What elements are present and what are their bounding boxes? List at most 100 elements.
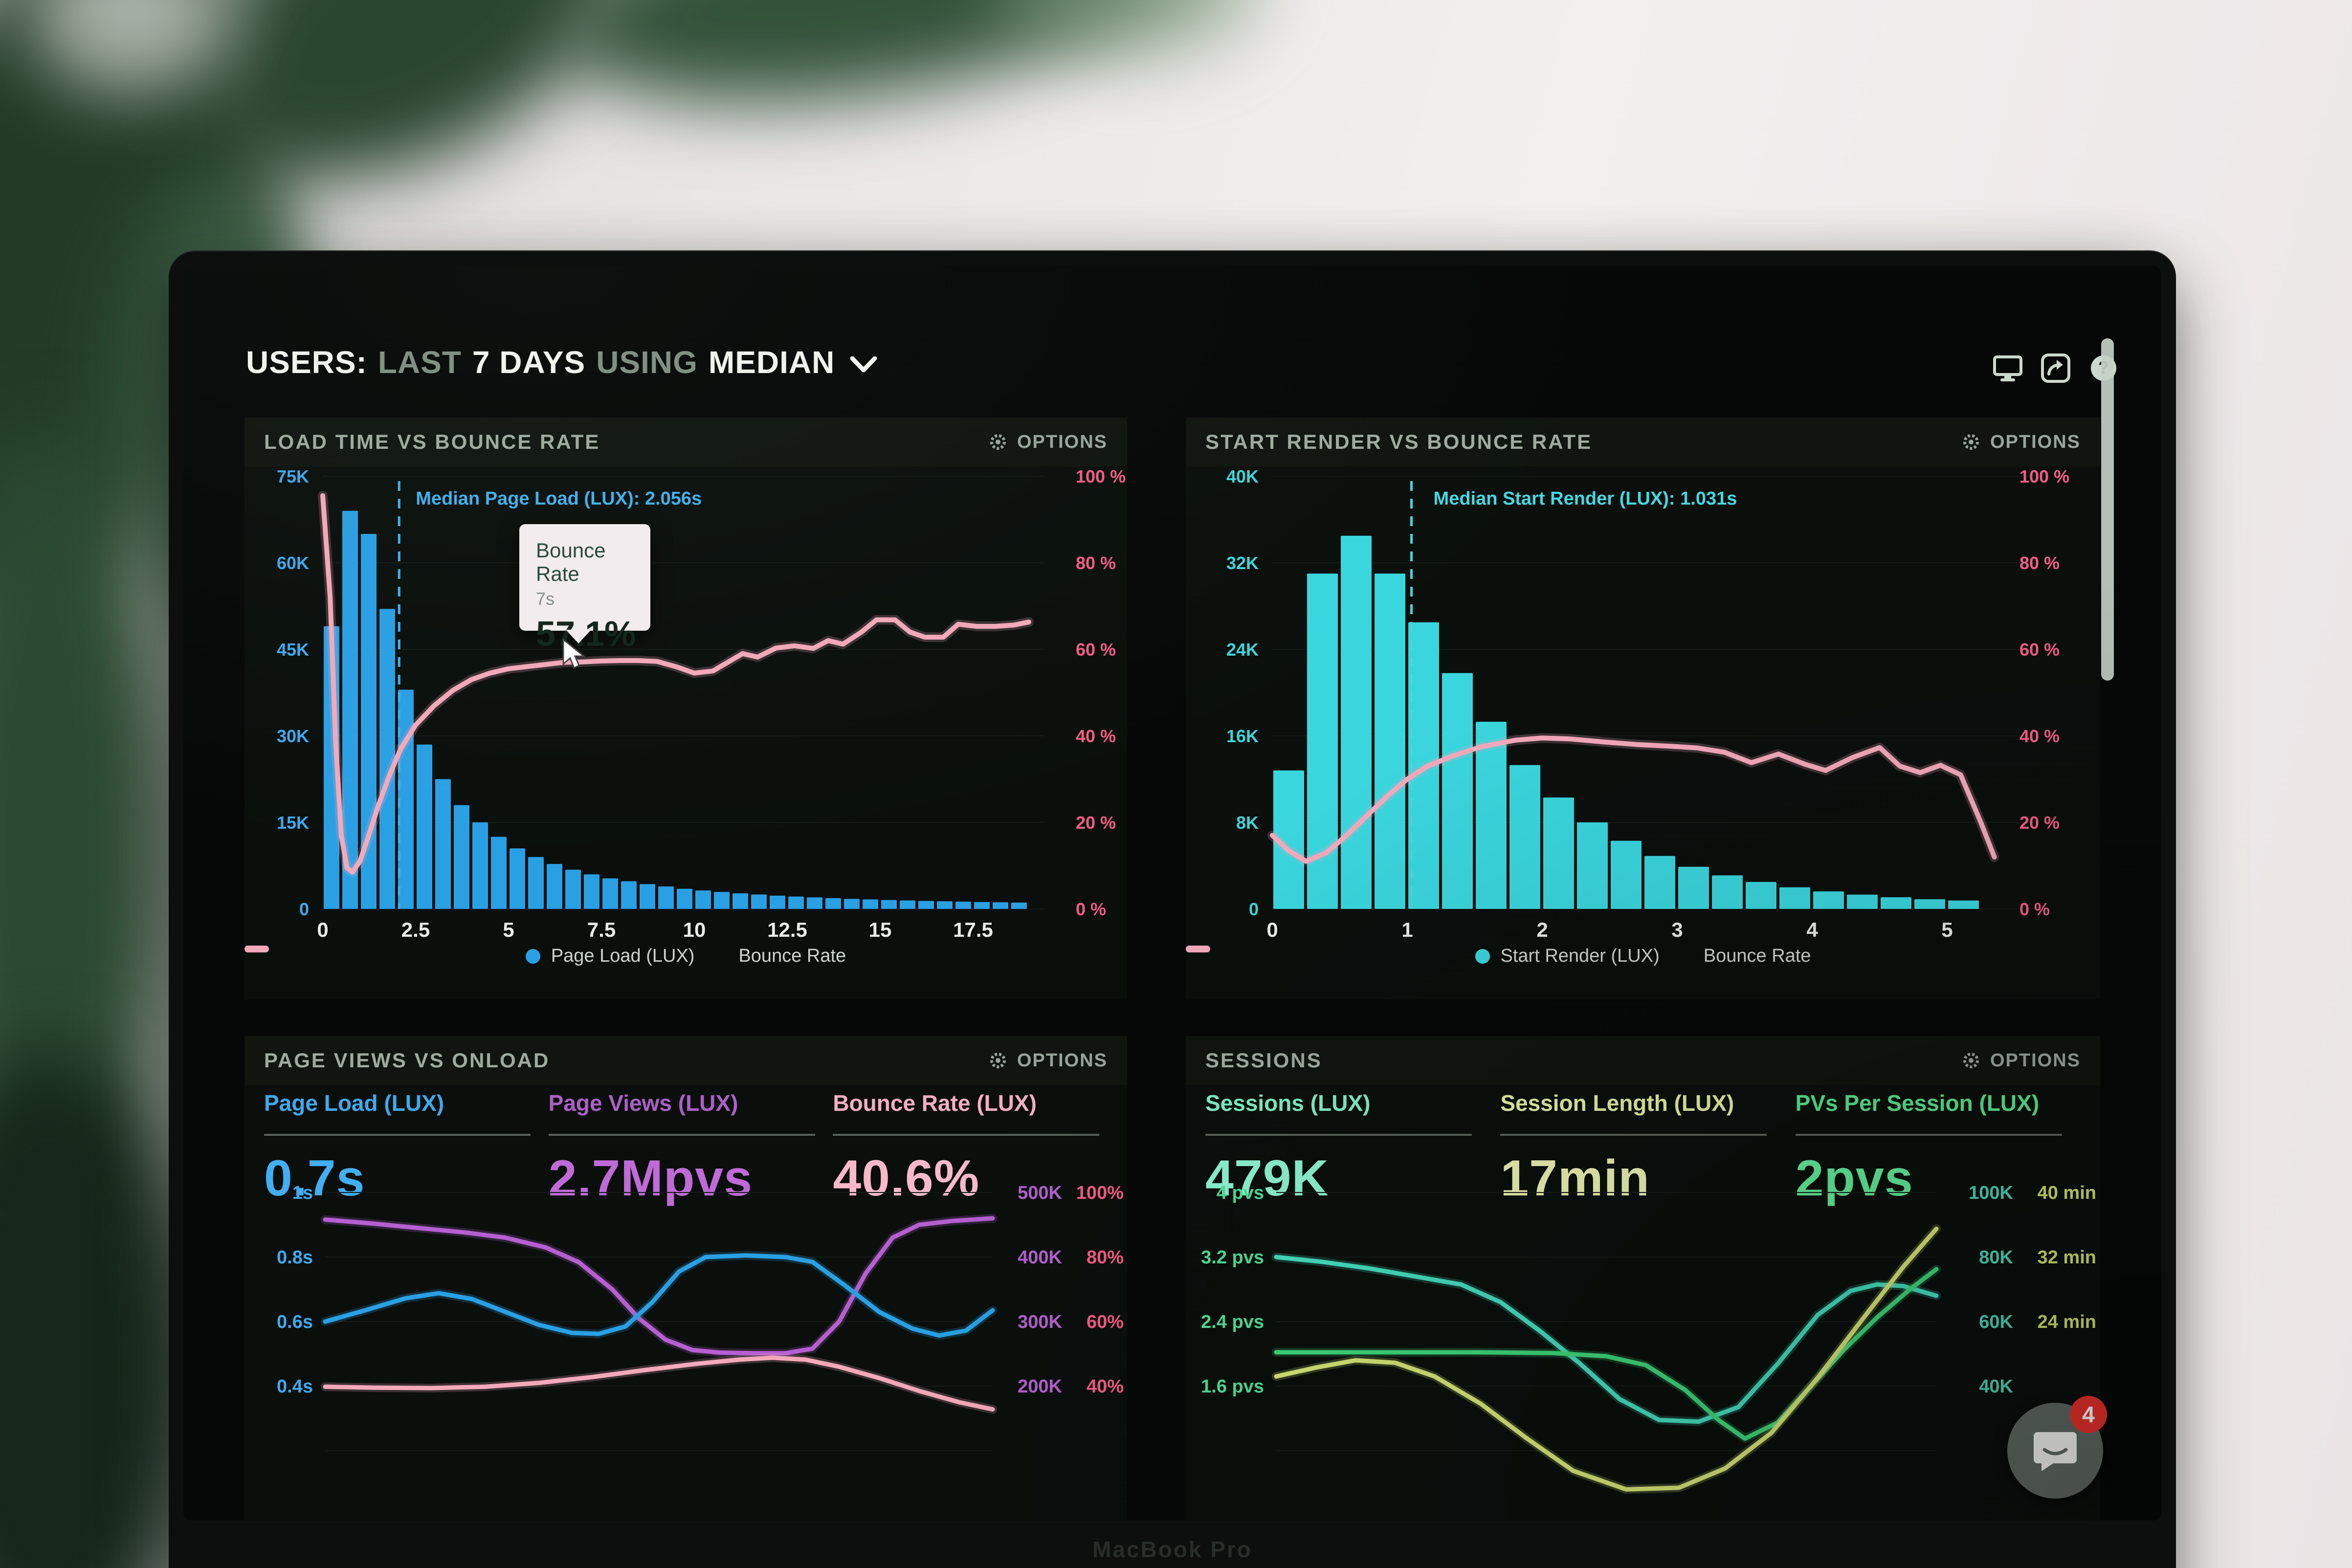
- histogram-bar[interactable]: [974, 902, 990, 909]
- histogram-bar[interactable]: [1476, 722, 1507, 909]
- legend-dash-swatch: [1186, 946, 1210, 952]
- right-axis-tick: 100 %: [1076, 466, 1126, 486]
- histogram-bar[interactable]: [1543, 797, 1574, 909]
- histogram-bar[interactable]: [751, 894, 767, 909]
- histogram-bar[interactable]: [528, 857, 544, 909]
- histogram-bar[interactable]: [1712, 875, 1743, 909]
- metric-underline: [1205, 1134, 1472, 1136]
- histogram-bar[interactable]: [807, 897, 822, 909]
- histogram-bar[interactable]: [584, 874, 599, 909]
- chevron-down-icon: [850, 344, 877, 380]
- chart-page-views-plot[interactable]: 1s 500K 100% 0.8s 400K 80% 0.6s 300K 60% 0.4s 200K…: [244, 1183, 1127, 1520]
- histogram-bar[interactable]: [955, 902, 971, 909]
- histogram-bar[interactable]: [472, 822, 488, 909]
- histogram-bar[interactable]: [1577, 822, 1608, 909]
- legend-dash-swatch: [244, 946, 269, 952]
- histogram-bar[interactable]: [1307, 574, 1338, 909]
- histogram-bar[interactable]: [398, 689, 414, 909]
- histogram-bar[interactable]: [881, 900, 897, 909]
- histogram-bar[interactable]: [788, 896, 804, 909]
- x-axis-tick: 5: [503, 918, 514, 941]
- histogram-bar[interactable]: [565, 869, 581, 909]
- histogram-bar[interactable]: [621, 881, 637, 909]
- chart-load-time-plot[interactable]: 75K 100 % 60K 80 % 45K 60 % 30K 40 % 15K 20 % 0 0 %…: [244, 466, 1127, 950]
- histogram-bar[interactable]: [342, 510, 358, 909]
- histogram-bar[interactable]: [844, 899, 860, 909]
- histogram-bar[interactable]: [1442, 673, 1473, 909]
- histogram-bar[interactable]: [918, 901, 934, 909]
- series-line[interactable]: [323, 1216, 995, 1356]
- histogram-bar[interactable]: [491, 837, 507, 909]
- options-button[interactable]: OPTIONS: [988, 432, 1108, 453]
- histogram-bar[interactable]: [1341, 535, 1372, 909]
- metric-session-length: Session Length (LUX) 17min: [1500, 1090, 1795, 1208]
- histogram-bar[interactable]: [361, 534, 377, 909]
- histogram-bar[interactable]: [770, 895, 785, 909]
- metric-value: 479K: [1205, 1150, 1329, 1207]
- share-icon[interactable]: [2041, 353, 2071, 383]
- histogram-bar[interactable]: [1847, 894, 1878, 909]
- histogram-bar[interactable]: [1273, 770, 1304, 909]
- histogram-bar[interactable]: [602, 878, 618, 909]
- right-axis-tick-b: 40%: [1087, 1376, 1124, 1397]
- left-axis-tick: 0: [1249, 899, 1259, 919]
- right-axis-tick-a: 500K: [1018, 1183, 1062, 1203]
- histogram-bar[interactable]: [1948, 900, 1979, 909]
- histogram-bar[interactable]: [417, 744, 432, 909]
- display-icon[interactable]: [1993, 353, 2023, 383]
- histogram-bar[interactable]: [1779, 887, 1810, 909]
- legend-dot-swatch: [525, 949, 540, 964]
- page-title[interactable]: USERS: LAST 7 DAYS USING MEDIAN: [246, 344, 877, 380]
- histogram-bar[interactable]: [1678, 866, 1709, 909]
- histogram-bar[interactable]: [993, 902, 1008, 909]
- x-axis-tick: 2: [1536, 918, 1548, 941]
- histogram-bar[interactable]: [863, 899, 878, 909]
- histogram-bar[interactable]: [1914, 899, 1945, 909]
- series-line[interactable]: [1274, 1255, 1939, 1424]
- chart-start-render-plot[interactable]: 40K 100 % 32K 80 % 24K 60 % 16K 40 % 8K 20 % 0 0 % 0…: [1186, 466, 2100, 950]
- options-button[interactable]: OPTIONS: [988, 1050, 1108, 1071]
- right-axis-tick: 60 %: [1076, 640, 1116, 660]
- histogram-bar[interactable]: [1881, 897, 1911, 909]
- scrollbar-thumb[interactable]: [2101, 338, 2114, 681]
- histogram-bar[interactable]: [1408, 622, 1439, 909]
- histogram-bar[interactable]: [1509, 765, 1540, 909]
- series-line[interactable]: [323, 1253, 995, 1338]
- gear-icon: [1963, 434, 1979, 450]
- histogram-bar[interactable]: [1011, 903, 1027, 909]
- histogram-bar[interactable]: [658, 886, 674, 909]
- histogram-bar[interactable]: [379, 609, 395, 909]
- right-axis-tick-a: 40K: [1979, 1376, 2013, 1397]
- bounce-rate-line[interactable]: [320, 493, 1031, 875]
- options-button[interactable]: OPTIONS: [1961, 432, 2081, 453]
- histogram-bar[interactable]: [454, 805, 469, 909]
- histogram-bar[interactable]: [825, 898, 841, 909]
- right-axis-tick: 20 %: [2019, 813, 2060, 833]
- histogram-bar[interactable]: [1611, 840, 1642, 909]
- series-line[interactable]: [1274, 1226, 1939, 1492]
- chart-sessions-plot[interactable]: 4 pvs 100K 40 min 3.2 pvs 80K 32 min 2.4 pvs 60…: [1186, 1183, 2100, 1520]
- x-axis-tick: 2.5: [401, 918, 430, 941]
- histogram-bar[interactable]: [435, 779, 451, 909]
- histogram-bar[interactable]: [1813, 891, 1844, 909]
- histogram-bar[interactable]: [900, 900, 915, 909]
- histogram-bar[interactable]: [695, 890, 711, 909]
- histogram-bar[interactable]: [677, 888, 692, 909]
- histogram-bar[interactable]: [510, 848, 525, 909]
- histogram-bar[interactable]: [640, 884, 655, 909]
- histogram-bar[interactable]: [1644, 856, 1675, 909]
- histogram-bar[interactable]: [1375, 574, 1405, 909]
- header-toolbar: ?: [1993, 353, 2119, 383]
- series-line[interactable]: [1274, 1267, 1939, 1441]
- histogram-bar[interactable]: [1746, 882, 1776, 909]
- chat-widget-button[interactable]: 4: [2007, 1396, 2107, 1499]
- options-button[interactable]: OPTIONS: [1961, 1050, 2081, 1071]
- histogram-bar[interactable]: [937, 901, 953, 909]
- bounce-rate-line[interactable]: [1270, 735, 1997, 864]
- histogram-bar[interactable]: [547, 863, 562, 909]
- legend-item: Start Render (LUX): [1475, 946, 1660, 967]
- series-line[interactable]: [323, 1355, 995, 1412]
- histogram-bar[interactable]: [732, 893, 748, 909]
- histogram-bar[interactable]: [714, 892, 730, 909]
- panel-start-render: START RENDER VS BOUNCE RATE OPTIONS 40K 1…: [1186, 418, 2100, 999]
